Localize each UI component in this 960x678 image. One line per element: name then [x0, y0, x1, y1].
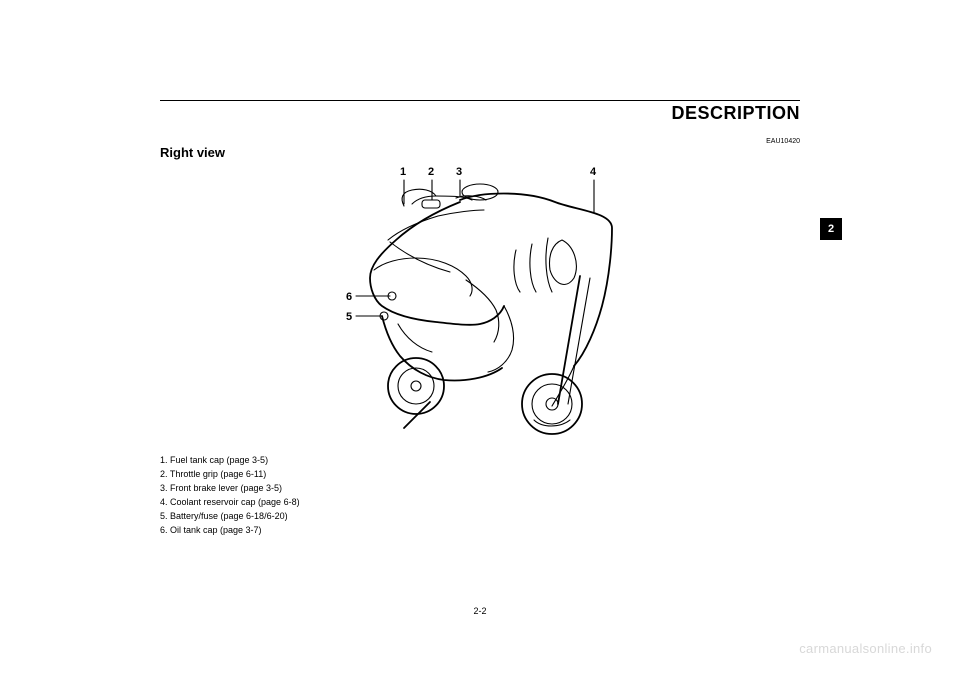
- legend-item: 3. Front brake lever (page 3-5): [160, 482, 800, 496]
- page-number: 2-2: [473, 606, 486, 616]
- chapter-tab: 2: [820, 218, 842, 240]
- view-title: Right view: [160, 145, 800, 160]
- callout-2: 2: [428, 166, 434, 178]
- callout-3: 3: [456, 166, 462, 178]
- document-code: EAU10420: [160, 138, 800, 145]
- legend-item: 1. Fuel tank cap (page 3-5): [160, 454, 800, 468]
- legend-item: 4. Coolant reservoir cap (page 6-8): [160, 496, 800, 510]
- header-rule: [160, 100, 800, 101]
- legend-item: 6. Oil tank cap (page 3-7): [160, 524, 800, 538]
- figure-right-view: 1 2 3 4 5 6: [160, 166, 800, 446]
- legend-item: 5. Battery/fuse (page 6-18/6-20): [160, 510, 800, 524]
- legend-item: 2. Throttle grip (page 6-11): [160, 468, 800, 482]
- manual-page: DESCRIPTION EAU10420 Right view 2 1 2 3 …: [160, 100, 800, 620]
- callout-1: 1: [400, 166, 406, 178]
- scooter-diagram: [160, 166, 800, 446]
- callout-6: 6: [346, 291, 352, 303]
- watermark: carmanualsonline.info: [799, 641, 932, 656]
- section-title: DESCRIPTION: [160, 103, 800, 124]
- callout-4: 4: [590, 166, 596, 178]
- parts-legend: 1. Fuel tank cap (page 3-5) 2. Throttle …: [160, 454, 800, 538]
- callout-5: 5: [346, 311, 352, 323]
